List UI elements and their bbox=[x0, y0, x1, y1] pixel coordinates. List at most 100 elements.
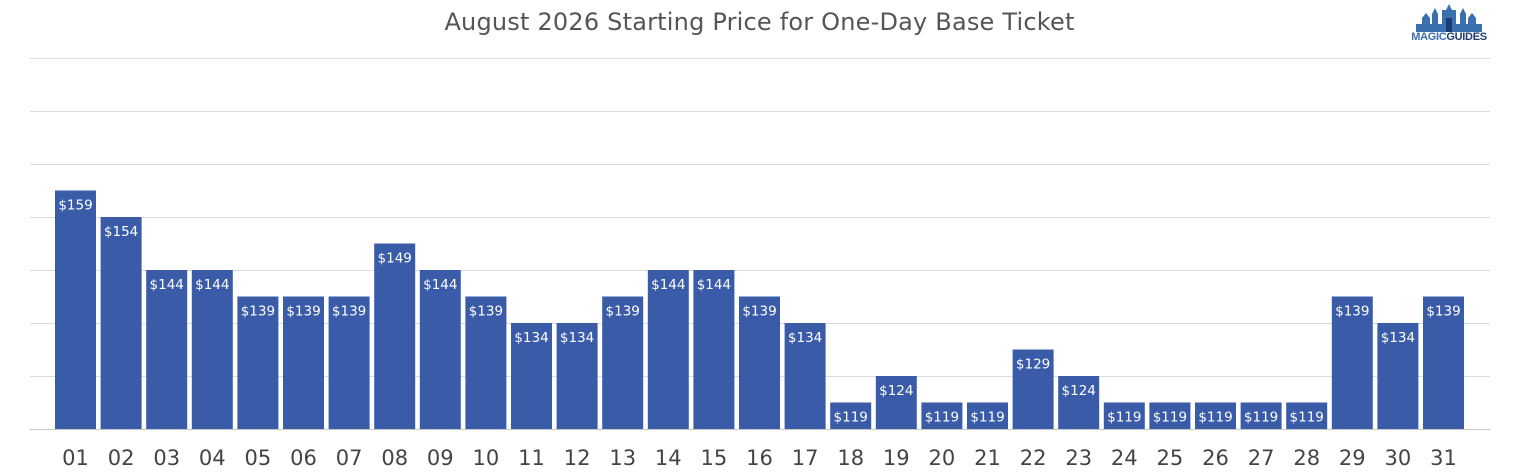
bar-value-label: $134 bbox=[788, 330, 822, 346]
bar bbox=[1058, 376, 1100, 429]
x-tick-label: 02 bbox=[108, 446, 135, 470]
bar-value-label: $149 bbox=[378, 251, 412, 267]
bar bbox=[1423, 296, 1464, 429]
x-tick-label: 18 bbox=[837, 446, 864, 470]
bar bbox=[556, 323, 598, 429]
bar bbox=[830, 402, 872, 429]
bar-value-labels: $159 $154 $144 $144 $139 $139 $139 $149 $144 $139… bbox=[58, 198, 1460, 426]
x-tick-label: 10 bbox=[473, 446, 500, 470]
bar bbox=[739, 296, 780, 429]
bar bbox=[875, 376, 917, 429]
x-tick-label: 06 bbox=[290, 446, 317, 470]
x-tick-label: 12 bbox=[564, 446, 591, 470]
logo-text: MAGICGUIDES bbox=[1411, 31, 1487, 43]
bars bbox=[55, 190, 1464, 429]
bar-value-label: $119 bbox=[1244, 410, 1278, 426]
x-tick-label: 31 bbox=[1430, 446, 1457, 470]
x-tick-label: 05 bbox=[245, 446, 272, 470]
bar bbox=[967, 402, 1008, 429]
bar-value-label: $139 bbox=[606, 304, 640, 320]
bar bbox=[1377, 323, 1419, 429]
bar bbox=[1286, 402, 1328, 429]
bar bbox=[1149, 402, 1191, 429]
x-tick-label: 13 bbox=[609, 446, 636, 470]
bar-value-label: $134 bbox=[514, 330, 548, 346]
x-tick-label: 17 bbox=[792, 446, 819, 470]
bar-value-label: $119 bbox=[1290, 410, 1324, 426]
x-tick-labels: 01 02 03 04 05 06 07 08 09 10 11 12 13 14 15 16 17 18 19 20… bbox=[62, 446, 1457, 470]
x-tick-label: 11 bbox=[518, 446, 545, 470]
bar-value-label: $139 bbox=[469, 304, 503, 320]
x-tick-label: 21 bbox=[974, 446, 1001, 470]
bar bbox=[1103, 402, 1145, 429]
x-tick-label: 22 bbox=[1020, 446, 1047, 470]
bar-value-label: $144 bbox=[423, 277, 457, 293]
bar bbox=[921, 402, 963, 429]
bar-value-label: $129 bbox=[1016, 357, 1050, 373]
bar-value-label: $139 bbox=[241, 304, 275, 320]
bar-value-label: $124 bbox=[1062, 383, 1096, 399]
bar-value-label: $119 bbox=[970, 410, 1004, 426]
bar-value-label: $119 bbox=[1198, 410, 1232, 426]
x-tick-label: 24 bbox=[1111, 446, 1138, 470]
x-tick-label: 15 bbox=[701, 446, 728, 470]
bar-value-label: $119 bbox=[1107, 410, 1141, 426]
bar bbox=[511, 323, 552, 429]
x-tick-label: 28 bbox=[1293, 446, 1320, 470]
bar-value-label: $144 bbox=[195, 277, 229, 293]
x-tick-label: 04 bbox=[199, 446, 226, 470]
x-tick-label: 26 bbox=[1202, 446, 1229, 470]
bar-value-label: $119 bbox=[925, 410, 959, 426]
magicguides-logo: MAGICGUIDES bbox=[1404, 4, 1494, 48]
bar bbox=[1331, 296, 1373, 429]
x-tick-label: 27 bbox=[1248, 446, 1275, 470]
bar-value-label: $154 bbox=[104, 224, 138, 240]
bar-value-label: $159 bbox=[58, 198, 92, 214]
x-tick-label: 07 bbox=[336, 446, 363, 470]
bar bbox=[100, 217, 142, 429]
bar-value-label: $144 bbox=[697, 277, 731, 293]
x-tick-label: 25 bbox=[1157, 446, 1184, 470]
x-tick-label: 20 bbox=[929, 446, 956, 470]
bar bbox=[1240, 402, 1282, 429]
bar-value-label: $139 bbox=[332, 304, 366, 320]
bar bbox=[419, 270, 461, 429]
bar-value-label: $119 bbox=[834, 410, 868, 426]
x-tick-label: 19 bbox=[883, 446, 910, 470]
bar-value-label: $119 bbox=[1153, 410, 1187, 426]
bar bbox=[602, 296, 644, 429]
bar-value-label: $144 bbox=[150, 277, 184, 293]
bar bbox=[465, 296, 507, 429]
bar-value-label: $134 bbox=[1381, 330, 1415, 346]
x-tick-label: 14 bbox=[655, 446, 682, 470]
bar-value-label: $139 bbox=[1426, 304, 1460, 320]
castle-skyline-icon bbox=[1416, 4, 1482, 32]
x-tick-label: 23 bbox=[1065, 446, 1092, 470]
x-tick-label: 08 bbox=[381, 446, 408, 470]
bar bbox=[374, 243, 416, 429]
bar-value-label: $124 bbox=[879, 383, 913, 399]
bar bbox=[283, 296, 324, 429]
x-tick-label: 29 bbox=[1339, 446, 1366, 470]
bar-value-label: $144 bbox=[651, 277, 685, 293]
bar bbox=[693, 270, 735, 429]
bar-value-label: $139 bbox=[742, 304, 776, 320]
bar-value-label: $134 bbox=[560, 330, 594, 346]
x-tick-label: 30 bbox=[1385, 446, 1412, 470]
bar bbox=[328, 296, 370, 429]
x-tick-label: 03 bbox=[153, 446, 180, 470]
bar bbox=[146, 270, 188, 429]
bar bbox=[1012, 349, 1054, 429]
x-tick-label: 16 bbox=[746, 446, 773, 470]
bar bbox=[784, 323, 826, 429]
x-tick-label: 09 bbox=[427, 446, 454, 470]
bar bbox=[191, 270, 233, 429]
chart-title: August 2026 Starting Price for One-Day B… bbox=[444, 8, 1075, 36]
bar bbox=[55, 190, 96, 429]
bar bbox=[647, 270, 689, 429]
bar-value-label: $139 bbox=[1335, 304, 1369, 320]
x-tick-label: 01 bbox=[62, 446, 89, 470]
bar bbox=[237, 296, 279, 429]
bar-value-label: $139 bbox=[286, 304, 320, 320]
